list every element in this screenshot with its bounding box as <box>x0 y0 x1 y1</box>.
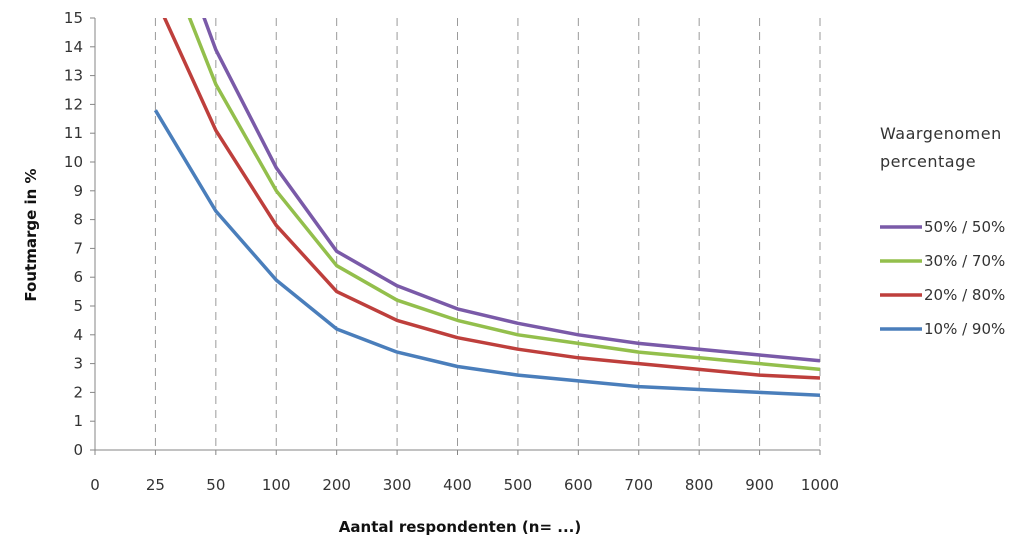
x-tick-label: 0 <box>90 476 100 494</box>
x-tick-label: 200 <box>322 476 351 494</box>
x-tick-label: 1000 <box>801 476 839 494</box>
legend-title-line-1: Waargenomen <box>880 124 1002 143</box>
y-tick-label: 12 <box>64 95 83 113</box>
legend-label: 10% / 90% <box>924 320 1005 338</box>
y-tick-label: 9 <box>73 182 83 200</box>
x-axis-title: Aantal respondenten (n= ...) <box>339 518 581 536</box>
x-tick-label: 900 <box>745 476 774 494</box>
legend-label: 30% / 70% <box>924 252 1005 270</box>
legend: Waargenomen percentage 50% / 50% 30% / 70… <box>880 124 1005 338</box>
grid-lines <box>154 18 821 450</box>
legend-label: 20% / 80% <box>924 286 1005 304</box>
y-tick-label: 13 <box>64 67 83 85</box>
y-tick-label: 11 <box>64 124 83 142</box>
x-tick-label: 25 <box>146 476 165 494</box>
series-line-3 <box>162 18 821 380</box>
x-tick-label: 800 <box>685 476 714 494</box>
y-tick-label: 15 <box>64 9 83 27</box>
series-line-2 <box>187 18 821 372</box>
x-axis-ticks: 0 25 50 100 200 300 400 500 600 700 800 900 1000 <box>90 450 839 494</box>
legend-label: 50% / 50% <box>924 218 1005 236</box>
y-tick-label: 2 <box>73 383 83 401</box>
y-tick-label: 4 <box>73 326 83 344</box>
series-line-1 <box>202 18 821 363</box>
y-tick-label: 7 <box>73 239 83 257</box>
y-tick-label: 0 <box>73 441 83 459</box>
y-tick-label: 1 <box>73 412 83 430</box>
x-tick-label: 400 <box>443 476 472 494</box>
x-tick-label: 600 <box>564 476 593 494</box>
series-lines <box>153 18 821 398</box>
y-tick-label: 8 <box>73 211 83 229</box>
y-tick-label: 14 <box>64 38 83 56</box>
y-tick-label: 10 <box>64 153 83 171</box>
y-tick-label: 5 <box>73 297 83 315</box>
legend-title-line-2: percentage <box>880 152 976 171</box>
x-tick-label: 300 <box>383 476 412 494</box>
x-tick-label: 100 <box>262 476 291 494</box>
x-tick-label: 500 <box>504 476 533 494</box>
series-line-4 <box>153 109 821 398</box>
y-tick-label: 6 <box>73 268 83 286</box>
x-tick-label: 700 <box>624 476 653 494</box>
y-axis-title: Foutmarge in % <box>22 168 40 301</box>
x-tick-label: 50 <box>206 476 225 494</box>
y-tick-label: 3 <box>73 355 83 373</box>
